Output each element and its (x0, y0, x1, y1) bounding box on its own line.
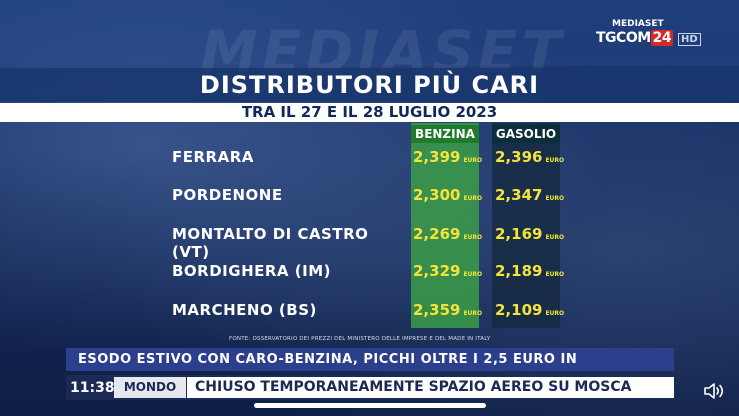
hd-badge: HD (678, 33, 701, 46)
price-benzina: 2,300 EURO (413, 186, 483, 204)
row-label: FERRARA (172, 148, 254, 166)
price-benzina: 2,269 EURO (413, 225, 483, 243)
speaker-icon[interactable] (703, 381, 729, 401)
row-label: BORDIGHERA (IM) (172, 262, 331, 280)
logo-suffix: 24 (650, 30, 674, 46)
row-label: MARCHENO (BS) (172, 301, 317, 319)
column-header-gasolio: GASOLIO (492, 125, 560, 143)
price-gasolio: 2,396 EURO (495, 148, 565, 166)
price-benzina: 2,359 EURO (413, 301, 483, 319)
logo-main-text: TGCOM 24 (596, 30, 674, 46)
price-gasolio: 2,109 EURO (495, 301, 565, 319)
news-ticker-text: CHIUSO TEMPORANEAMENTE SPAZIO AEREO SU M… (187, 377, 674, 398)
top-band (0, 0, 739, 66)
headline-ticker: ESODO ESTIVO CON CARO-BENZINA, PICCHI OL… (66, 348, 674, 390)
section-tag: MONDO (114, 377, 186, 398)
row-label: PORDENONE (172, 186, 283, 204)
price-gasolio: 2,347 EURO (495, 186, 565, 204)
benzina-column (411, 123, 479, 328)
home-indicator[interactable] (254, 403, 486, 408)
source-note: FONTE: OSSERVATORIO DEI PREZZI DEL MINIS… (229, 336, 491, 342)
price-gasolio: 2,189 EURO (495, 262, 565, 280)
price-benzina: 2,329 EURO (413, 262, 483, 280)
row-label: MONTALTO DI CASTRO (VT) (172, 225, 369, 261)
clock: 11:38 (70, 380, 115, 396)
column-header-benzina: BENZINA (411, 125, 479, 143)
gasolio-column (492, 123, 560, 328)
graphic-title: DISTRIBUTORI PIÙ CARI (0, 68, 739, 102)
price-benzina: 2,399 EURO (413, 148, 483, 166)
price-gasolio: 2,169 EURO (495, 225, 565, 243)
logo-prefix: TGCOM (596, 30, 651, 46)
graphic-subtitle: TRA IL 27 E IL 28 LUGLIO 2023 (0, 103, 739, 122)
logo-small-text: MEDIASET (612, 19, 664, 29)
